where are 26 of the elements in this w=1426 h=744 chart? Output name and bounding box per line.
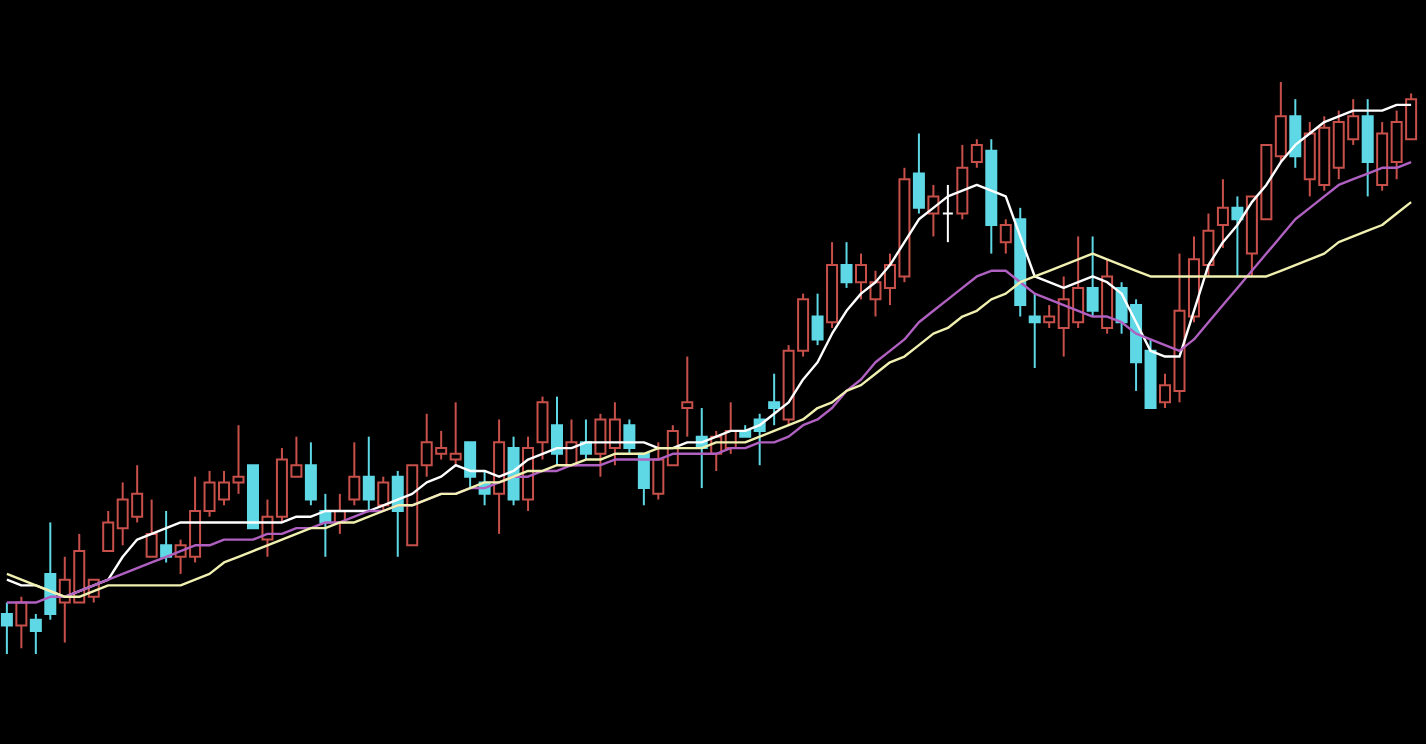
candlestick xyxy=(941,183,954,244)
candlestick xyxy=(1216,178,1229,249)
candlestick xyxy=(362,435,375,512)
candlestick xyxy=(912,132,925,215)
candlestick xyxy=(768,372,781,427)
candlestick xyxy=(29,612,42,655)
candlestick xyxy=(550,395,563,467)
candlestick xyxy=(536,395,549,461)
candlestick xyxy=(681,355,694,438)
candlestick xyxy=(1289,98,1302,169)
candlestick xyxy=(1231,195,1244,278)
candlestick xyxy=(970,138,983,169)
candlestick xyxy=(377,475,390,512)
candlestick xyxy=(0,601,13,655)
candlestick xyxy=(464,441,477,490)
candlestick xyxy=(348,441,361,507)
candlestick xyxy=(956,143,969,221)
candlestick xyxy=(840,241,853,289)
candlestick xyxy=(1086,235,1099,318)
candlestick xyxy=(1361,98,1374,198)
candlestick xyxy=(160,510,173,564)
candlestick xyxy=(304,441,317,507)
candlestick xyxy=(811,292,824,347)
candlestick xyxy=(999,218,1012,255)
candlestick xyxy=(145,498,158,558)
candlestick xyxy=(1028,292,1041,369)
